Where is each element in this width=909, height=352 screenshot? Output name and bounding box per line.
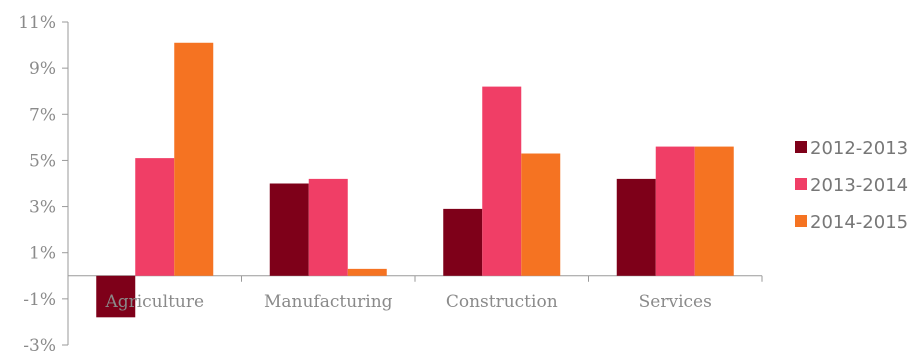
bar — [96, 275, 136, 318]
bar — [694, 146, 734, 276]
x-axis — [67, 275, 763, 282]
legend: 2012-2013 2013-2014 2014-2015 — [795, 138, 908, 233]
legend-swatch — [795, 178, 807, 190]
category-label: Services — [639, 292, 712, 312]
legend-label: 2014-2015 — [810, 212, 908, 233]
legend-label: 2012-2013 — [810, 138, 908, 159]
y-tick-label: -1% — [23, 290, 56, 310]
bar — [443, 208, 483, 276]
category-label: Agriculture — [104, 292, 204, 312]
category-label: Construction — [446, 292, 558, 312]
bars — [96, 42, 734, 318]
y-tick-label: 3% — [29, 198, 56, 218]
y-tick-label: 7% — [29, 105, 56, 125]
legend-swatch — [795, 215, 807, 227]
category-label: Manufacturing — [264, 292, 393, 312]
legend-swatch — [795, 141, 807, 153]
bar — [521, 153, 561, 276]
bar — [347, 268, 387, 276]
legend-label: 2013-2014 — [810, 175, 908, 196]
category-labels: Agriculture Manufacturing Construction Serv… — [104, 292, 711, 312]
bar — [655, 146, 695, 276]
y-tick-label: 11% — [18, 13, 56, 33]
y-tick-label: 1% — [29, 244, 56, 264]
bar — [482, 86, 522, 276]
bar — [616, 178, 656, 276]
bar — [174, 42, 214, 276]
y-tick-label: -3% — [23, 336, 56, 352]
y-axis: -3% -1% 1% 3% 5% 7% 9% 11% — [18, 13, 69, 352]
y-tick-label: 9% — [29, 59, 56, 79]
bar — [269, 183, 309, 276]
y-tick-label: 5% — [29, 151, 56, 171]
bar — [308, 178, 348, 276]
bar — [135, 158, 175, 276]
